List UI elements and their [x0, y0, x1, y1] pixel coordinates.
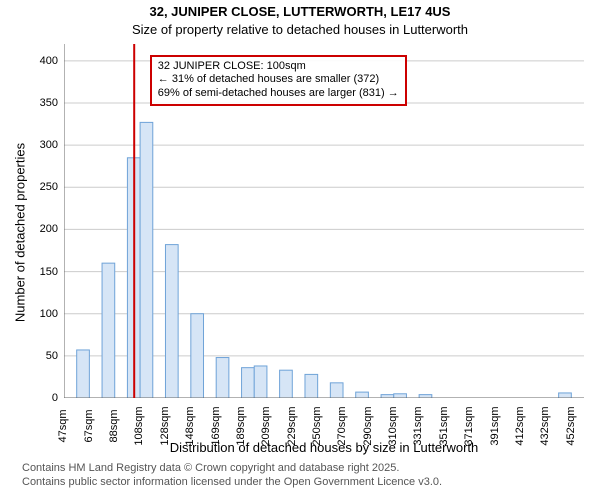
- x-tick-label: 169sqm: [210, 406, 222, 446]
- x-tick-label: 351sqm: [438, 406, 450, 446]
- x-tick-label: 229sqm: [286, 406, 298, 446]
- annotation-line1: 32 JUNIPER CLOSE: 100sqm: [158, 60, 306, 72]
- annotation-box: 32 JUNIPER CLOSE: 100sqm ← 31% of detach…: [150, 55, 407, 106]
- y-tick-label: 200: [26, 223, 58, 235]
- y-tick-label: 50: [26, 350, 58, 362]
- x-tick-label: 250sqm: [311, 406, 323, 446]
- x-tick-label: 432sqm: [539, 406, 551, 446]
- y-tick-label: 150: [26, 266, 58, 278]
- x-tick-label: 452sqm: [565, 406, 577, 446]
- x-tick-label: 189sqm: [235, 406, 247, 446]
- y-tick-label: 300: [26, 139, 58, 151]
- x-tick-label: 331sqm: [412, 406, 424, 446]
- x-tick-label: 310sqm: [387, 406, 399, 446]
- x-tick-label: 412sqm: [514, 406, 526, 446]
- title-sub: Size of property relative to detached ho…: [0, 22, 600, 37]
- x-tick-label: 148sqm: [184, 406, 196, 446]
- x-tick-label: 209sqm: [260, 406, 272, 446]
- x-tick-label: 391sqm: [489, 406, 501, 446]
- y-tick-label: 250: [26, 181, 58, 193]
- x-tick-label: 47sqm: [57, 406, 69, 446]
- footer-line2: Contains public sector information licen…: [22, 476, 442, 488]
- footer-line1: Contains HM Land Registry data © Crown c…: [22, 462, 399, 474]
- title-main: 32, JUNIPER CLOSE, LUTTERWORTH, LE17 4US: [0, 4, 600, 19]
- y-tick-label: 400: [26, 55, 58, 67]
- x-tick-label: 371sqm: [463, 406, 475, 446]
- y-tick-label: 100: [26, 308, 58, 320]
- y-tick-label: 350: [26, 97, 58, 109]
- y-tick-label: 0: [26, 392, 58, 404]
- x-tick-label: 290sqm: [362, 406, 374, 446]
- x-tick-label: 88sqm: [108, 406, 120, 446]
- annotation-line2: ← 31% of detached houses are smaller (37…: [158, 73, 379, 85]
- x-tick-label: 128sqm: [159, 406, 171, 446]
- footer-attribution: Contains HM Land Registry data © Crown c…: [22, 462, 442, 490]
- chart-container: { "title_main": "32, JUNIPER CLOSE, LUTT…: [0, 0, 600, 500]
- x-tick-label: 67sqm: [83, 406, 95, 446]
- x-tick-label: 270sqm: [336, 406, 348, 446]
- x-tick-label: 108sqm: [133, 406, 145, 446]
- annotation-line3: 69% of semi-detached houses are larger (…: [158, 87, 399, 99]
